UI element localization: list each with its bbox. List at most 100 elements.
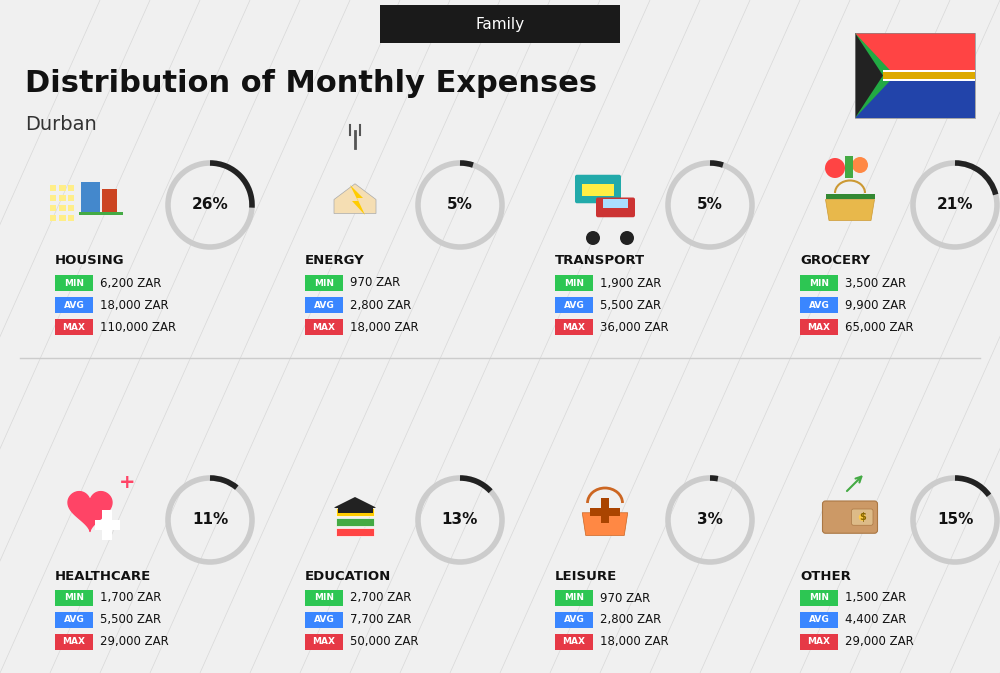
Circle shape bbox=[852, 157, 868, 173]
Text: 65,000 ZAR: 65,000 ZAR bbox=[845, 320, 914, 334]
FancyBboxPatch shape bbox=[68, 185, 74, 191]
Text: 6,200 ZAR: 6,200 ZAR bbox=[100, 277, 161, 289]
Text: 5%: 5% bbox=[447, 197, 473, 213]
Text: AVG: AVG bbox=[809, 301, 829, 310]
Text: OTHER: OTHER bbox=[800, 569, 851, 583]
Text: 2,800 ZAR: 2,800 ZAR bbox=[350, 299, 411, 312]
FancyBboxPatch shape bbox=[883, 72, 975, 79]
FancyBboxPatch shape bbox=[336, 528, 374, 536]
Text: MAX: MAX bbox=[62, 637, 86, 647]
FancyBboxPatch shape bbox=[596, 197, 635, 217]
Text: 3,500 ZAR: 3,500 ZAR bbox=[845, 277, 906, 289]
FancyBboxPatch shape bbox=[55, 275, 93, 291]
FancyBboxPatch shape bbox=[800, 590, 838, 606]
Polygon shape bbox=[350, 185, 365, 215]
Text: 2,700 ZAR: 2,700 ZAR bbox=[350, 592, 411, 604]
Text: HEALTHCARE: HEALTHCARE bbox=[55, 569, 151, 583]
Text: MIN: MIN bbox=[64, 594, 84, 602]
FancyBboxPatch shape bbox=[800, 297, 838, 313]
Text: MIN: MIN bbox=[809, 594, 829, 602]
Polygon shape bbox=[582, 513, 628, 536]
Text: GROCERY: GROCERY bbox=[800, 254, 870, 267]
Text: Durban: Durban bbox=[25, 116, 97, 135]
Text: MIN: MIN bbox=[314, 279, 334, 287]
Text: AVG: AVG bbox=[564, 616, 584, 625]
Text: 1,500 ZAR: 1,500 ZAR bbox=[845, 592, 906, 604]
Polygon shape bbox=[855, 33, 883, 118]
Text: 50,000 ZAR: 50,000 ZAR bbox=[350, 635, 418, 649]
Text: MAX: MAX bbox=[312, 322, 336, 332]
FancyBboxPatch shape bbox=[102, 510, 112, 540]
Text: +: + bbox=[119, 474, 135, 493]
Text: 110,000 ZAR: 110,000 ZAR bbox=[100, 320, 176, 334]
Text: MAX: MAX bbox=[562, 322, 586, 332]
Text: ENERGY: ENERGY bbox=[305, 254, 365, 267]
Text: Family: Family bbox=[475, 17, 525, 32]
FancyBboxPatch shape bbox=[50, 185, 56, 191]
FancyBboxPatch shape bbox=[883, 71, 975, 81]
Text: AVG: AVG bbox=[564, 301, 584, 310]
Text: LEISURE: LEISURE bbox=[555, 569, 617, 583]
Text: MAX: MAX bbox=[62, 322, 86, 332]
FancyBboxPatch shape bbox=[555, 319, 593, 335]
Text: 1,700 ZAR: 1,700 ZAR bbox=[100, 592, 161, 604]
FancyBboxPatch shape bbox=[55, 634, 93, 650]
Text: AVG: AVG bbox=[64, 616, 84, 625]
FancyBboxPatch shape bbox=[582, 184, 614, 196]
Text: 18,000 ZAR: 18,000 ZAR bbox=[350, 320, 419, 334]
Polygon shape bbox=[68, 491, 112, 532]
FancyBboxPatch shape bbox=[845, 156, 853, 178]
FancyBboxPatch shape bbox=[79, 213, 123, 215]
Circle shape bbox=[859, 513, 866, 521]
FancyBboxPatch shape bbox=[68, 215, 74, 221]
Text: $: $ bbox=[859, 512, 866, 522]
FancyBboxPatch shape bbox=[823, 501, 878, 533]
FancyBboxPatch shape bbox=[555, 590, 593, 606]
FancyBboxPatch shape bbox=[50, 215, 56, 221]
FancyBboxPatch shape bbox=[305, 634, 343, 650]
Text: MAX: MAX bbox=[808, 322, 830, 332]
FancyBboxPatch shape bbox=[603, 199, 628, 208]
FancyBboxPatch shape bbox=[305, 297, 343, 313]
FancyBboxPatch shape bbox=[305, 590, 343, 606]
Text: 970 ZAR: 970 ZAR bbox=[350, 277, 400, 289]
Text: 29,000 ZAR: 29,000 ZAR bbox=[845, 635, 914, 649]
Polygon shape bbox=[826, 199, 874, 221]
Text: EDUCATION: EDUCATION bbox=[305, 569, 391, 583]
FancyBboxPatch shape bbox=[68, 195, 74, 201]
FancyBboxPatch shape bbox=[852, 509, 873, 525]
Text: 2,800 ZAR: 2,800 ZAR bbox=[600, 614, 661, 627]
Text: 18,000 ZAR: 18,000 ZAR bbox=[100, 299, 169, 312]
Circle shape bbox=[586, 231, 600, 245]
FancyBboxPatch shape bbox=[305, 275, 343, 291]
Text: 15%: 15% bbox=[937, 513, 973, 528]
FancyBboxPatch shape bbox=[555, 634, 593, 650]
FancyBboxPatch shape bbox=[555, 297, 593, 313]
Text: 26%: 26% bbox=[192, 197, 228, 213]
FancyBboxPatch shape bbox=[800, 612, 838, 628]
FancyBboxPatch shape bbox=[50, 195, 56, 201]
FancyBboxPatch shape bbox=[800, 319, 838, 335]
Text: TRANSPORT: TRANSPORT bbox=[555, 254, 645, 267]
FancyBboxPatch shape bbox=[601, 498, 609, 523]
FancyBboxPatch shape bbox=[800, 275, 838, 291]
FancyBboxPatch shape bbox=[336, 518, 374, 526]
FancyBboxPatch shape bbox=[102, 189, 117, 213]
Text: 970 ZAR: 970 ZAR bbox=[600, 592, 650, 604]
FancyBboxPatch shape bbox=[575, 175, 621, 203]
Text: 3%: 3% bbox=[697, 513, 723, 528]
Text: MIN: MIN bbox=[809, 279, 829, 287]
Circle shape bbox=[620, 231, 634, 245]
FancyBboxPatch shape bbox=[590, 508, 620, 516]
FancyBboxPatch shape bbox=[59, 185, 66, 191]
Text: 5,500 ZAR: 5,500 ZAR bbox=[100, 614, 161, 627]
Text: 5,500 ZAR: 5,500 ZAR bbox=[600, 299, 661, 312]
Text: MAX: MAX bbox=[562, 637, 586, 647]
FancyBboxPatch shape bbox=[68, 205, 74, 211]
Text: HOUSING: HOUSING bbox=[55, 254, 125, 267]
FancyBboxPatch shape bbox=[555, 612, 593, 628]
FancyBboxPatch shape bbox=[826, 194, 875, 199]
FancyBboxPatch shape bbox=[59, 195, 66, 201]
Text: 18,000 ZAR: 18,000 ZAR bbox=[600, 635, 669, 649]
FancyBboxPatch shape bbox=[380, 5, 620, 43]
